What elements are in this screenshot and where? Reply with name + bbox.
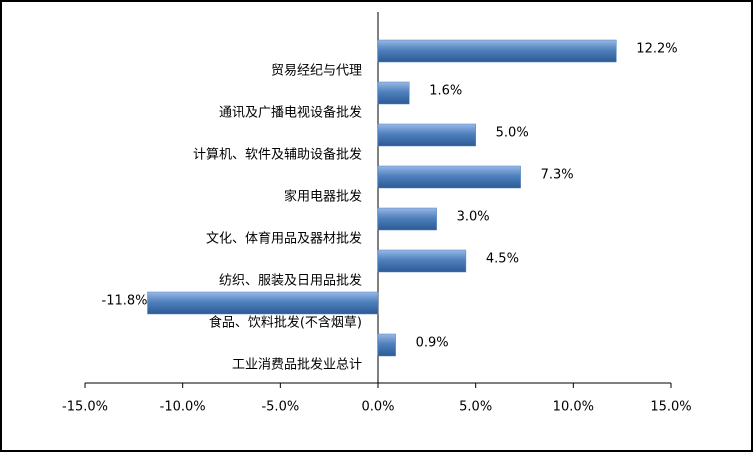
bar xyxy=(147,291,379,315)
x-tick-label: 10.0% xyxy=(553,400,594,415)
category-label: 纺织、服装及日用品批发 xyxy=(219,273,362,289)
category-label: 家用电器批发 xyxy=(284,189,362,205)
value-label: 7.3% xyxy=(541,168,574,183)
category-label: 工业消费品批发业总计 xyxy=(232,357,362,373)
value-label: -11.8% xyxy=(102,294,148,309)
value-label: 3.0% xyxy=(457,210,490,225)
bar xyxy=(377,123,476,147)
category-label: 贸易经纪与代理 xyxy=(271,64,362,79)
category-label: 文化、体育用品及器材批发 xyxy=(206,231,362,247)
value-label: 12.2% xyxy=(636,42,677,57)
x-tick-label: -10.0% xyxy=(160,400,206,415)
x-tick-label: 0.0% xyxy=(361,400,394,415)
value-label: 0.9% xyxy=(416,336,449,351)
x-tick-label: 15.0% xyxy=(650,400,691,415)
x-tick-label: 5.0% xyxy=(459,400,492,415)
bar xyxy=(377,333,396,357)
x-tick-label: -5.0% xyxy=(261,400,299,415)
bar xyxy=(377,165,521,189)
category-label: 食品、饮料批发(不含烟草) xyxy=(209,315,362,331)
bar xyxy=(377,39,617,63)
x-tick-label: -15.0% xyxy=(62,400,108,415)
bar xyxy=(377,249,467,273)
category-label: 计算机、软件及辅助设备批发 xyxy=(193,147,362,163)
value-label: 5.0% xyxy=(496,126,529,141)
category-label: 通讯及广播电视设备批发 xyxy=(219,105,362,121)
value-label: 4.5% xyxy=(486,252,519,267)
value-label: 1.6% xyxy=(429,84,462,99)
bar xyxy=(377,207,437,231)
bar xyxy=(377,81,410,105)
